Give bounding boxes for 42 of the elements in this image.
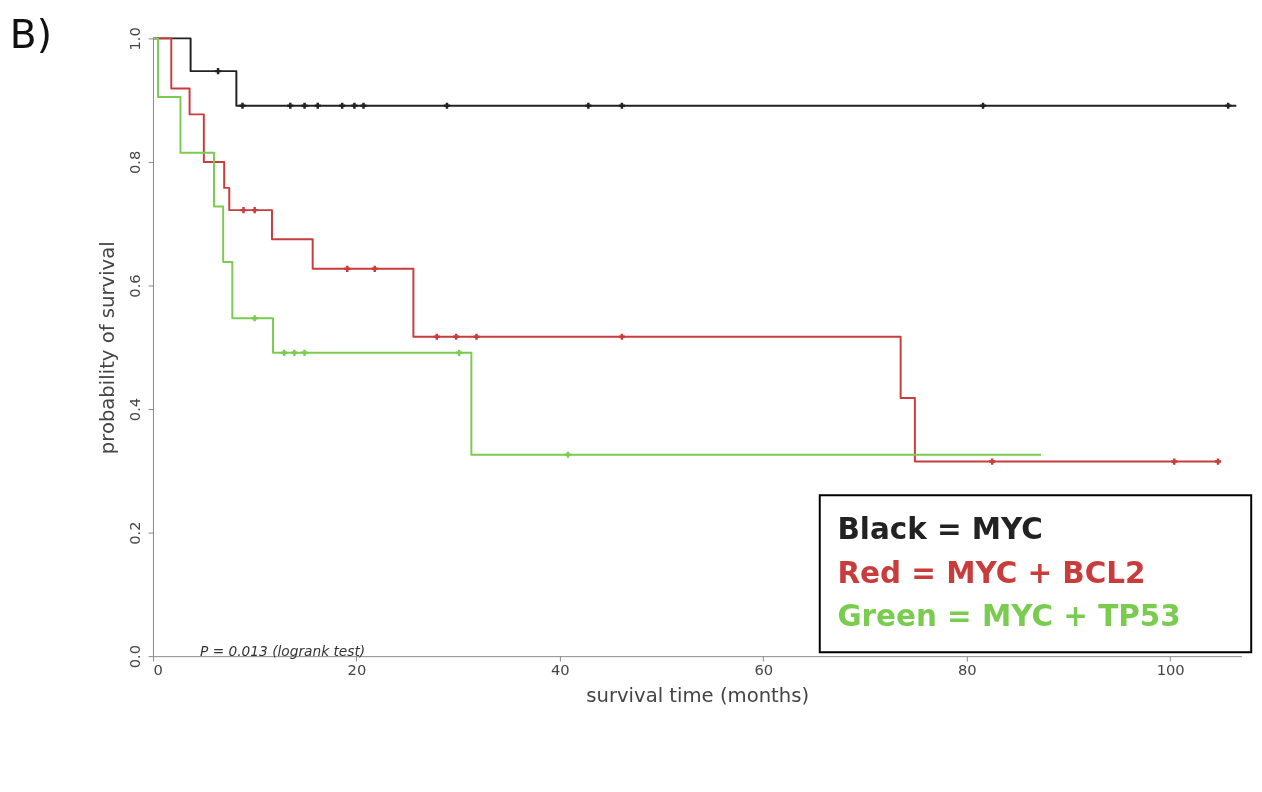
- y-tick-label: 1.0: [125, 27, 143, 51]
- point: [339, 102, 346, 109]
- point: [443, 102, 451, 109]
- point: [314, 102, 321, 109]
- point: [618, 102, 626, 109]
- point: [473, 333, 480, 340]
- x-tick-label: 0: [153, 661, 163, 679]
- text: Green = MYC + TP53: [837, 598, 1181, 633]
- y-tick-label: 0.4: [125, 397, 143, 422]
- y-tick-label: 0.8: [125, 150, 143, 175]
- chart-title: B): [9, 12, 53, 58]
- point: [251, 315, 258, 322]
- point: [301, 102, 308, 109]
- point: [1214, 458, 1222, 465]
- x-tick-label: 20: [347, 661, 367, 679]
- point: [989, 458, 996, 465]
- point: [1225, 102, 1232, 109]
- y-axis-title: probability of survival: [96, 241, 120, 455]
- point: [1171, 458, 1178, 465]
- point: [344, 265, 351, 272]
- point: [371, 265, 378, 272]
- text: Red = MYC + BCL2: [837, 555, 1146, 590]
- point: [239, 102, 246, 109]
- point: [301, 349, 308, 356]
- x-axis-title: survival time (months): [586, 683, 810, 707]
- x-tick-label: 60: [754, 661, 774, 679]
- point: [291, 349, 298, 356]
- text: Black = MYC: [837, 512, 1043, 547]
- x-tick-label: 100: [1156, 661, 1185, 679]
- x-tick-label: 80: [957, 661, 977, 679]
- annotation: P = 0.013 (logrank test): [200, 643, 366, 660]
- x-tick-label: 40: [551, 661, 570, 679]
- y-tick-label: 0.0: [125, 644, 143, 669]
- point: [360, 102, 367, 109]
- point: [251, 207, 258, 214]
- point: [287, 102, 294, 109]
- point: [585, 102, 592, 109]
- point: [351, 102, 358, 109]
- y-tick-label: 0.6: [125, 274, 143, 298]
- point: [979, 102, 987, 109]
- point: [240, 207, 247, 214]
- y-tick-label: 0.2: [125, 521, 143, 545]
